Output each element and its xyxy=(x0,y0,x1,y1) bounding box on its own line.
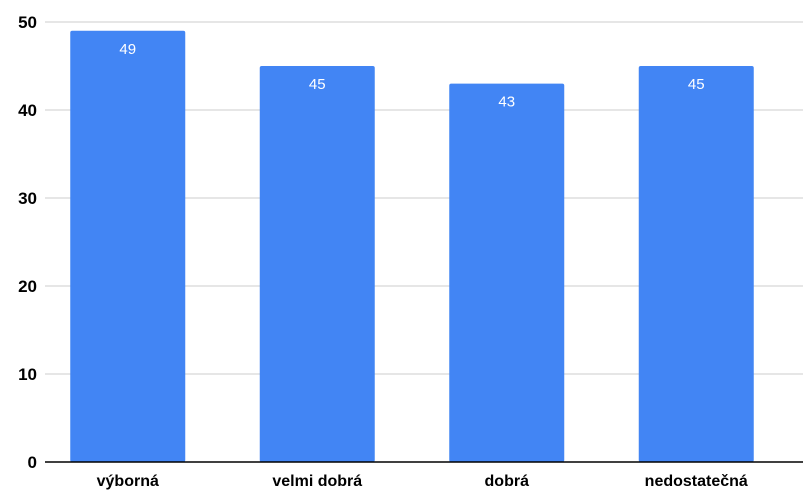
x-category-label: dobrá xyxy=(485,473,530,490)
bar xyxy=(449,83,565,462)
x-category-label: výborná xyxy=(97,473,159,490)
data-label: 49 xyxy=(119,41,136,58)
y-tick-label: 50 xyxy=(18,13,37,32)
data-label: 43 xyxy=(498,94,515,111)
y-tick-label: 10 xyxy=(18,365,37,384)
data-label: 45 xyxy=(688,76,705,93)
y-tick-label: 30 xyxy=(18,189,37,208)
bar xyxy=(70,30,186,463)
data-label: 45 xyxy=(309,76,326,93)
x-category-label: nedostatečná xyxy=(645,473,748,490)
bar xyxy=(259,66,375,462)
y-tick-label: 20 xyxy=(18,277,37,296)
y-tick-label: 40 xyxy=(18,101,37,120)
bar xyxy=(638,66,754,462)
y-tick-label: 0 xyxy=(28,453,37,472)
x-category-label: velmi dobrá xyxy=(272,473,362,490)
